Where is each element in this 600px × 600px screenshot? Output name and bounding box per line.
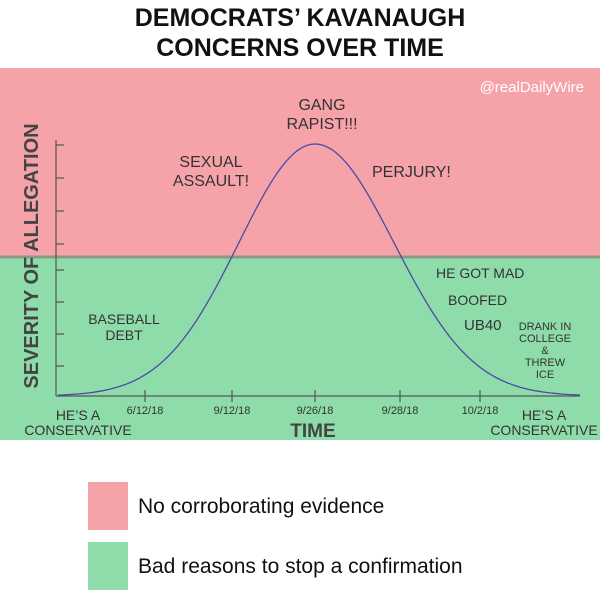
annotation: BOOFED — [448, 292, 507, 308]
legend-swatch — [88, 542, 128, 590]
annotation: COLLEGE — [519, 333, 571, 345]
title-line: CONCERNS OVER TIME — [156, 34, 444, 62]
x-axis-label: TIME — [290, 421, 335, 442]
legend-swatch — [88, 482, 128, 530]
red-zone — [0, 68, 600, 257]
annotation: RAPIST!!! — [286, 116, 357, 133]
annotation: SEXUAL — [179, 154, 242, 171]
legend-label: Bad reasons to stop a confirmation — [138, 555, 463, 578]
x-start-label: CONSERVATIVE — [24, 422, 131, 438]
x-tick-label: 9/12/18 — [214, 405, 251, 417]
title-line: DEMOCRATS’ KAVANAUGH — [135, 4, 466, 32]
annotation: DEBT — [105, 327, 143, 343]
legend-label: No corroborating evidence — [138, 495, 384, 518]
green-zone — [0, 257, 600, 440]
x-end-label: HE’S A — [522, 407, 567, 423]
x-tick-label: 10/2/18 — [462, 405, 499, 417]
annotation: GANG — [298, 97, 345, 114]
annotation: PERJURY! — [372, 164, 451, 181]
annotation: BASEBALL — [88, 311, 160, 327]
annotation: THREW — [525, 357, 566, 369]
y-axis-label: SEVERITY OF ALLEGATION — [21, 123, 43, 388]
axes — [55, 140, 580, 402]
annotation: & — [541, 345, 549, 357]
annotation: HE GOT MAD — [436, 265, 524, 281]
annotation: UB40 — [464, 317, 502, 334]
x-tick-label: 9/26/18 — [297, 405, 334, 417]
x-tick-label: 9/28/18 — [382, 405, 419, 417]
annotation: DRANK IN — [519, 321, 572, 333]
x-tick-label: 6/12/18 — [127, 405, 164, 417]
annotation: ICE — [536, 369, 554, 381]
annotation: ASSAULT! — [173, 173, 249, 190]
watermark: @realDailyWire — [480, 79, 584, 96]
x-end-label: CONSERVATIVE — [490, 422, 597, 438]
x-start-label: HE’S A — [56, 407, 101, 423]
concern-curve — [57, 143, 581, 396]
